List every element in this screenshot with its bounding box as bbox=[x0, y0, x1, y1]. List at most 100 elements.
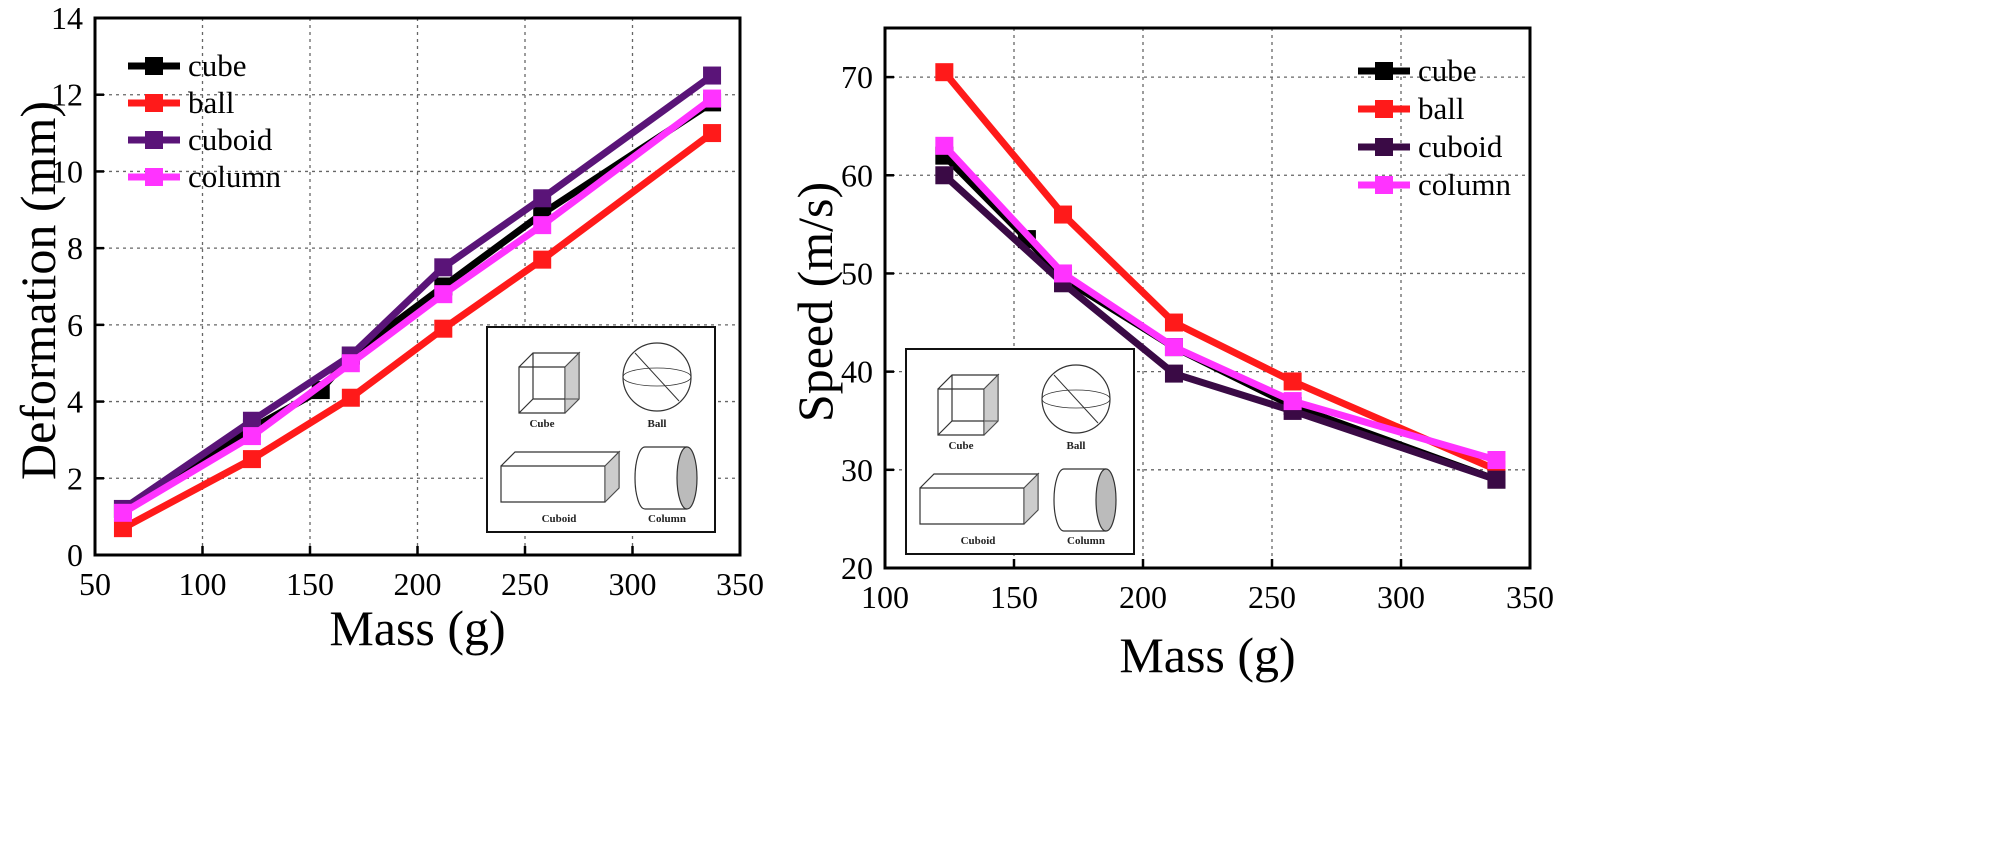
data-point-column bbox=[242, 427, 261, 446]
data-point-ball bbox=[341, 388, 360, 407]
y-tick-label: 8 bbox=[67, 230, 83, 266]
cube-shaded-face bbox=[565, 353, 579, 413]
data-point-ball bbox=[113, 519, 132, 538]
legend-label-column: column bbox=[188, 159, 281, 194]
ball-diameter-line bbox=[1053, 374, 1099, 424]
legend-swatch-marker bbox=[1375, 100, 1393, 118]
x-axis-title: Mass (g) bbox=[1119, 627, 1295, 683]
legend-label-cube: cube bbox=[1418, 53, 1477, 88]
legend-item-cuboid: cuboid bbox=[1358, 129, 1503, 164]
inset-label-cuboid: Cuboid bbox=[542, 513, 577, 525]
legend-item-cuboid: cuboid bbox=[128, 122, 273, 157]
y-axis-title: Deformation (mm) bbox=[10, 101, 66, 480]
data-point-ball bbox=[935, 63, 954, 82]
series-cuboid bbox=[935, 166, 1506, 489]
x-axis-title: Mass (g) bbox=[329, 600, 505, 656]
y-tick-label: 10 bbox=[51, 153, 83, 189]
data-point-ball bbox=[703, 124, 722, 143]
column-shape-icon bbox=[634, 446, 687, 510]
chart-panel-2: 100 150 200 250 300 350 20 30 40 50 60 70 Mass (g) Sp… bbox=[787, 26, 1554, 683]
legend-swatch-marker bbox=[145, 131, 163, 149]
y-tick-label: 50 bbox=[841, 255, 873, 291]
legend-label-cube: cube bbox=[188, 48, 247, 83]
inset-label-ball: Ball bbox=[648, 418, 667, 430]
legend-item-ball: ball bbox=[128, 85, 235, 120]
y-tick-label: 20 bbox=[841, 550, 873, 586]
data-point-ball bbox=[1164, 313, 1183, 332]
data-point-column bbox=[1487, 451, 1506, 469]
y-tick-label: 40 bbox=[841, 354, 873, 390]
y-tick-label: 60 bbox=[841, 157, 873, 193]
x-tick-label: 250 bbox=[501, 566, 549, 602]
legend-swatch-marker bbox=[1375, 176, 1393, 194]
cuboid-shaded-face bbox=[605, 452, 619, 502]
legend-item-ball: ball bbox=[1358, 91, 1465, 126]
data-point-cuboid bbox=[434, 258, 453, 277]
data-point-column bbox=[341, 354, 360, 373]
data-point-column bbox=[533, 216, 552, 235]
x-tick-label: 300 bbox=[1377, 579, 1425, 615]
legend-swatch-marker bbox=[145, 168, 163, 186]
y-tick-label: 12 bbox=[51, 77, 83, 113]
inset-label-cuboid: Cuboid bbox=[961, 535, 996, 547]
legend-label-cuboid: cuboid bbox=[1418, 129, 1503, 164]
x-tick-label: 200 bbox=[1119, 579, 1167, 615]
ball-equator bbox=[1041, 389, 1111, 409]
legend-item-column: column bbox=[1358, 167, 1511, 202]
x-tick-label: 350 bbox=[1506, 579, 1554, 615]
plot-frame bbox=[883, 26, 1532, 570]
inset-label-cube: Cube bbox=[529, 418, 554, 430]
x-tick-label: 300 bbox=[609, 566, 657, 602]
series-line-column bbox=[121, 95, 715, 516]
y-axis-title: Speed (m/s) bbox=[787, 182, 843, 422]
data-point-ball bbox=[242, 450, 261, 469]
data-point-ball bbox=[434, 319, 453, 338]
x-tick-label: 50 bbox=[79, 566, 111, 602]
y-tick-label: 30 bbox=[841, 452, 873, 488]
y-tick-label: 2 bbox=[67, 460, 83, 496]
legend-item-cube: cube bbox=[1358, 53, 1477, 88]
inset-diagram: Cube Ball Cuboid Column bbox=[905, 348, 1135, 555]
y-tick-label: 6 bbox=[67, 307, 83, 343]
data-point-cuboid bbox=[1164, 364, 1183, 383]
inset-diagram: Cube Ball Cuboid Column bbox=[486, 326, 716, 533]
x-tick-label: 150 bbox=[990, 579, 1038, 615]
y-tick-label: 14 bbox=[51, 0, 83, 36]
cuboid-shaded-face bbox=[1024, 474, 1038, 524]
series-column bbox=[113, 89, 722, 522]
column-end-face bbox=[676, 446, 698, 510]
inset-label-column: Column bbox=[648, 513, 686, 525]
legend-item-cube: cube bbox=[128, 48, 247, 83]
data-point-cuboid bbox=[242, 411, 261, 430]
inset-label-column: Column bbox=[1067, 535, 1105, 547]
x-tick-label: 250 bbox=[1248, 579, 1296, 615]
cube-shaded-face bbox=[984, 375, 998, 435]
legend-label-column: column bbox=[1418, 167, 1511, 202]
data-point-ball bbox=[533, 250, 552, 269]
legend-label-cuboid: cuboid bbox=[188, 122, 273, 157]
data-point-cuboid bbox=[935, 166, 954, 185]
x-tick-label: 100 bbox=[861, 579, 909, 615]
series-column bbox=[935, 136, 1506, 469]
data-point-column bbox=[703, 89, 722, 108]
data-point-cuboid bbox=[703, 66, 722, 85]
legend-item-column: column bbox=[128, 159, 281, 194]
data-point-column bbox=[434, 285, 453, 304]
data-point-ball bbox=[1054, 205, 1073, 224]
ball-equator bbox=[622, 367, 692, 387]
column-end-face bbox=[1095, 468, 1117, 532]
series-ball bbox=[935, 63, 1506, 479]
inset-label-cube: Cube bbox=[948, 440, 973, 452]
series-ball bbox=[113, 124, 722, 538]
data-point-column bbox=[1283, 392, 1302, 411]
legend-label-ball: ball bbox=[1418, 91, 1465, 126]
y-tick-label: 0 bbox=[67, 537, 83, 573]
data-point-cuboid bbox=[1487, 470, 1506, 489]
data-point-column bbox=[935, 136, 954, 155]
data-point-column bbox=[113, 503, 132, 522]
column-shape-icon bbox=[1053, 468, 1106, 532]
inset-label-ball: Ball bbox=[1067, 440, 1086, 452]
legend-swatch-marker bbox=[1375, 138, 1393, 156]
